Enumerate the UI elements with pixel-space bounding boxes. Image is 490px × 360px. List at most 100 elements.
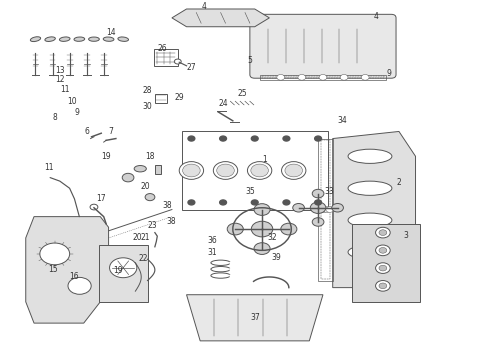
Ellipse shape xyxy=(348,181,392,195)
Text: 1: 1 xyxy=(262,156,267,165)
Text: 35: 35 xyxy=(245,186,255,195)
Circle shape xyxy=(312,189,324,198)
Text: 38: 38 xyxy=(166,217,176,226)
Circle shape xyxy=(298,75,306,80)
Text: 10: 10 xyxy=(67,97,77,106)
Text: 15: 15 xyxy=(48,265,57,274)
Text: 2: 2 xyxy=(396,179,401,188)
Ellipse shape xyxy=(89,37,99,41)
Circle shape xyxy=(188,136,195,141)
Circle shape xyxy=(213,162,238,179)
Text: 27: 27 xyxy=(187,63,196,72)
Text: 9: 9 xyxy=(386,69,391,78)
Bar xyxy=(352,224,420,302)
Text: 17: 17 xyxy=(97,194,106,203)
Circle shape xyxy=(122,173,134,182)
Text: 29: 29 xyxy=(174,93,184,102)
Circle shape xyxy=(227,223,244,235)
FancyBboxPatch shape xyxy=(250,14,396,78)
Circle shape xyxy=(332,203,343,212)
Text: 36: 36 xyxy=(207,236,217,245)
Circle shape xyxy=(283,200,290,205)
Circle shape xyxy=(379,265,387,271)
Ellipse shape xyxy=(348,213,392,227)
Circle shape xyxy=(90,204,98,210)
Ellipse shape xyxy=(118,37,128,41)
Ellipse shape xyxy=(74,37,85,41)
Text: 37: 37 xyxy=(251,313,261,322)
Circle shape xyxy=(361,75,369,80)
Circle shape xyxy=(174,59,181,64)
Circle shape xyxy=(277,75,285,80)
Circle shape xyxy=(179,162,203,179)
Text: 11: 11 xyxy=(60,85,70,94)
Circle shape xyxy=(183,164,200,177)
Circle shape xyxy=(254,204,270,215)
Polygon shape xyxy=(172,9,270,27)
Bar xyxy=(320,140,330,279)
Text: 30: 30 xyxy=(143,102,152,111)
Circle shape xyxy=(375,245,390,256)
Text: 31: 31 xyxy=(207,248,217,257)
Ellipse shape xyxy=(134,166,147,172)
Circle shape xyxy=(379,248,387,253)
Text: 14: 14 xyxy=(106,28,116,37)
Circle shape xyxy=(379,230,387,235)
Text: 32: 32 xyxy=(267,233,277,242)
Circle shape xyxy=(220,200,226,205)
Text: 39: 39 xyxy=(272,253,282,262)
Text: 4: 4 xyxy=(374,12,379,21)
Text: 23: 23 xyxy=(147,221,157,230)
Circle shape xyxy=(315,200,321,205)
Text: 34: 34 xyxy=(338,116,347,125)
Polygon shape xyxy=(187,295,323,341)
Text: 6: 6 xyxy=(84,127,89,136)
Circle shape xyxy=(340,75,348,80)
Ellipse shape xyxy=(45,37,55,41)
Circle shape xyxy=(40,243,70,265)
Circle shape xyxy=(326,207,334,212)
Circle shape xyxy=(315,136,321,141)
Text: 33: 33 xyxy=(324,187,334,196)
Circle shape xyxy=(312,218,324,226)
Circle shape xyxy=(217,164,234,177)
Text: 19: 19 xyxy=(101,152,111,161)
Text: 22: 22 xyxy=(139,254,148,263)
Circle shape xyxy=(254,243,270,255)
Bar xyxy=(155,165,161,174)
Text: 25: 25 xyxy=(238,89,247,98)
Circle shape xyxy=(68,278,91,294)
Circle shape xyxy=(281,223,297,235)
Circle shape xyxy=(375,280,390,291)
Text: 13: 13 xyxy=(55,66,65,75)
Bar xyxy=(318,139,333,280)
Text: 11: 11 xyxy=(45,163,54,172)
Circle shape xyxy=(320,207,328,212)
Text: 24: 24 xyxy=(218,99,228,108)
Circle shape xyxy=(251,200,258,205)
Circle shape xyxy=(379,283,387,289)
Circle shape xyxy=(282,162,306,179)
Ellipse shape xyxy=(348,149,392,163)
Bar xyxy=(155,94,167,103)
Text: 28: 28 xyxy=(143,86,152,95)
Text: 7: 7 xyxy=(109,127,114,136)
Circle shape xyxy=(283,136,290,141)
Text: 19: 19 xyxy=(114,266,123,275)
Text: 9: 9 xyxy=(74,108,79,117)
Circle shape xyxy=(251,136,258,141)
Text: 16: 16 xyxy=(70,272,79,281)
Circle shape xyxy=(317,207,325,212)
Circle shape xyxy=(251,164,269,177)
Ellipse shape xyxy=(348,245,392,259)
Circle shape xyxy=(319,75,327,80)
Circle shape xyxy=(323,207,331,212)
Text: 20: 20 xyxy=(132,233,142,242)
Circle shape xyxy=(375,263,390,274)
Text: 4: 4 xyxy=(201,2,206,11)
Circle shape xyxy=(251,221,273,237)
Circle shape xyxy=(247,162,272,179)
Text: 26: 26 xyxy=(157,44,167,53)
Circle shape xyxy=(220,136,226,141)
Ellipse shape xyxy=(59,37,70,41)
